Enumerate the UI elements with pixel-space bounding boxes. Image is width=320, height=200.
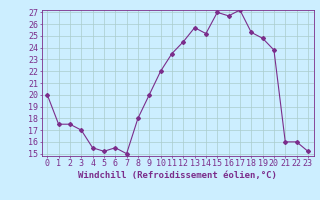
X-axis label: Windchill (Refroidissement éolien,°C): Windchill (Refroidissement éolien,°C) bbox=[78, 171, 277, 180]
